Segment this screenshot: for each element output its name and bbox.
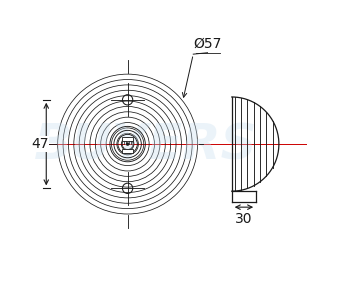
- Text: 30: 30: [235, 212, 253, 226]
- Circle shape: [126, 143, 129, 146]
- Bar: [122, 137, 133, 141]
- Text: 47: 47: [31, 137, 49, 151]
- Text: Ø57: Ø57: [193, 36, 222, 50]
- Text: BUYERS: BUYERS: [34, 122, 258, 169]
- Bar: [122, 149, 133, 153]
